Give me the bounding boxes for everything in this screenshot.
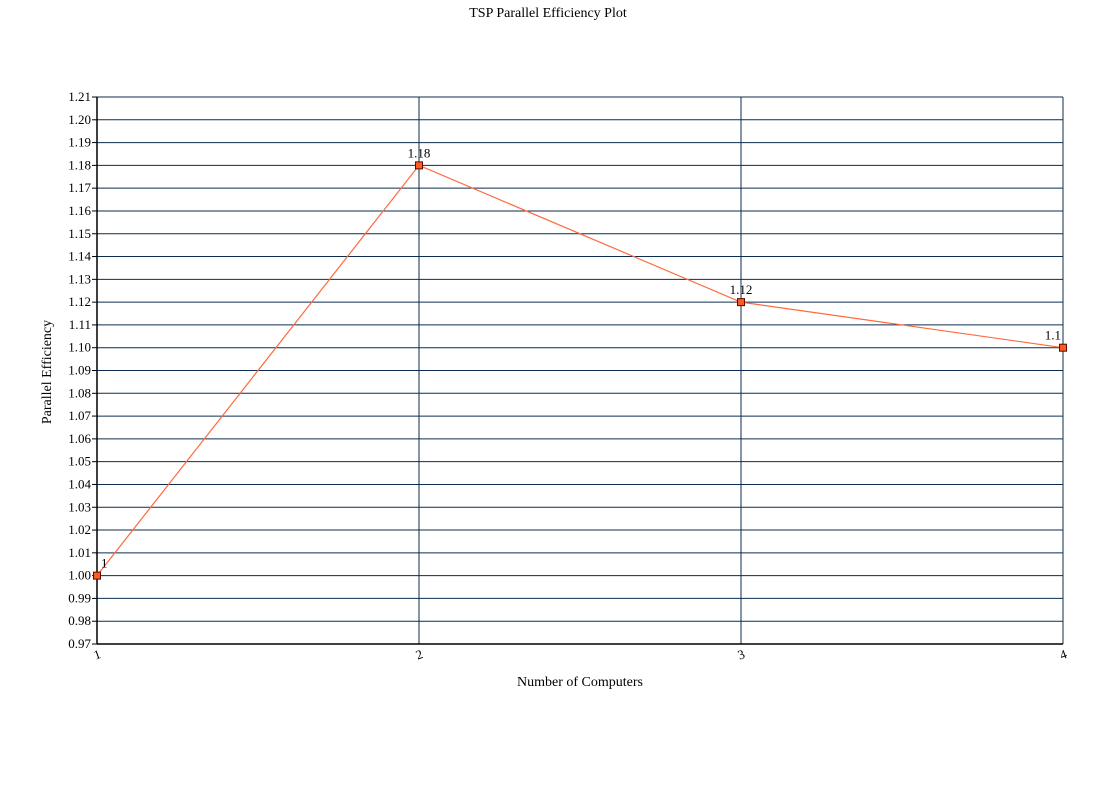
chart-title: TSP Parallel Efficiency Plot <box>469 6 627 21</box>
data-label: 1.18 <box>408 145 431 160</box>
y-tick-label: 0.97 <box>68 636 91 651</box>
data-label: 1 <box>101 556 108 571</box>
y-tick-label: 1.15 <box>68 226 91 241</box>
grid <box>96 96 1064 645</box>
y-tick-label: 1.20 <box>68 112 91 127</box>
data-label: 1.12 <box>730 282 753 297</box>
y-tick-label: 1.07 <box>68 408 91 423</box>
y-tick-label: 1.19 <box>68 135 91 150</box>
y-tick-label: 1.10 <box>68 340 91 355</box>
y-tick-label: 1.12 <box>68 294 91 309</box>
series-line <box>96 164 1064 576</box>
data-point-marker <box>415 161 423 170</box>
y-tick-label: 1.17 <box>68 180 91 195</box>
y-tick-label: 1.14 <box>68 249 91 264</box>
y-tick-labels: 0.97 0.98 0.99 1.00 1.01 1.02 1.03 1.04 1.05 1.06… <box>68 89 91 651</box>
x-tick-labels: 1 2 3 4 <box>92 646 1070 662</box>
y-tick-label: 1.04 <box>68 476 91 491</box>
x-tick-label: 3 <box>736 646 747 662</box>
data-point-marker <box>737 298 745 307</box>
y-tick-label: 1.01 <box>68 545 91 560</box>
y-tick-label: 0.98 <box>68 613 91 628</box>
y-tick-label: 1.03 <box>68 499 91 514</box>
y-tick-label: 1.18 <box>68 157 91 172</box>
y-tick-label: 1.11 <box>69 317 91 332</box>
x-tick-label: 4 <box>1058 646 1070 662</box>
y-tick-label: 1.08 <box>68 385 91 400</box>
y-tick-label: 1.13 <box>68 271 91 286</box>
data-point-marker <box>1059 343 1067 352</box>
data-labels: 1 1.18 1.12 1.1 <box>101 145 1061 570</box>
x-tick-label: 1 <box>92 646 103 662</box>
data-label: 1.1 <box>1045 328 1061 343</box>
x-tick-label: 2 <box>414 646 425 662</box>
x-axis-title: Number of Computers <box>517 675 643 690</box>
y-tick-label: 0.99 <box>68 590 91 605</box>
data-point-marker <box>93 571 101 580</box>
y-tick-label: 1.06 <box>68 431 91 446</box>
y-tick-label: 1.02 <box>68 522 91 537</box>
series <box>93 161 1067 580</box>
axes <box>92 96 1063 645</box>
y-tick-label: 1.05 <box>68 454 91 469</box>
y-tick-label: 1.16 <box>68 203 91 218</box>
y-tick-label: 1.21 <box>68 89 91 104</box>
y-axis-title: Parallel Efficiency <box>40 320 55 424</box>
y-tick-label: 1.00 <box>68 568 91 583</box>
y-tick-label: 1.09 <box>68 363 91 378</box>
